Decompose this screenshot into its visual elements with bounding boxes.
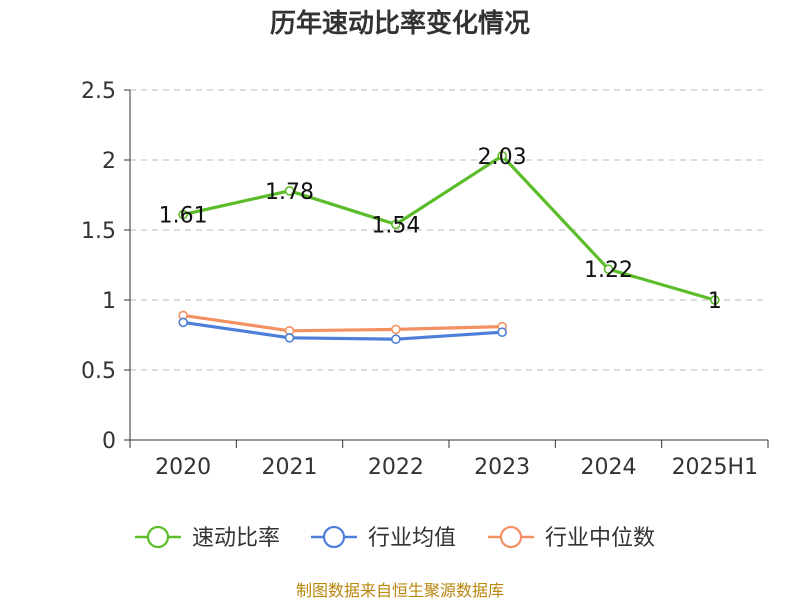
legend-label: 行业均值: [368, 526, 456, 551]
x-tick-label: 2021: [262, 455, 318, 480]
x-tick-label: 2020: [155, 455, 211, 480]
data-point: [391, 219, 401, 230]
data-label: 1.22: [584, 258, 633, 283]
axes: 0 0.5 1 1.5 2 2.5 2020 2021 2022 2023 2024 2025H1: [81, 79, 769, 480]
data-point: [284, 332, 295, 343]
legend-item[interactable]: 速动比率: [135, 525, 280, 551]
x-tick-label: 2024: [581, 455, 637, 480]
data-label: 1.61: [159, 204, 208, 229]
data-point: [497, 151, 507, 161]
data-point: [178, 209, 188, 220]
y-tick-label: 1.5: [81, 219, 116, 244]
y-tick-label: 0: [102, 429, 116, 454]
legend-label: 速动比率: [192, 526, 280, 551]
y-tick-label: 2: [102, 149, 116, 174]
series-line-0: [182, 154, 716, 302]
data-point: [497, 327, 507, 338]
data-point: [284, 186, 295, 196]
y-tick-label: 0.5: [81, 359, 116, 384]
x-tick-label: 2023: [474, 455, 530, 480]
series-line-1: [182, 320, 503, 341]
series-line-2: [182, 313, 503, 333]
legend-label: 行业中位数: [545, 526, 655, 551]
gridlines: [130, 89, 768, 371]
legend-marker-icon: [322, 525, 346, 549]
x-tick-label: 2025H1: [672, 455, 759, 480]
data-point: [710, 295, 720, 305]
legend-item[interactable]: 行业中位数: [488, 525, 655, 551]
data-label: 2.03: [478, 145, 527, 170]
legend[interactable]: 速动比率 行业均值 行业中位数: [135, 525, 655, 551]
data-point: [603, 264, 614, 275]
y-tick-label: 2.5: [81, 79, 116, 104]
legend-marker-icon: [499, 525, 523, 549]
chart-title: 历年速动比率变化情况: [270, 8, 530, 39]
data-point: [391, 334, 401, 345]
y-tick-label: 1: [102, 289, 116, 314]
legend-marker-icon: [146, 525, 170, 549]
data-label: 1.54: [371, 213, 420, 238]
data-label: 1: [708, 289, 722, 314]
x-tick-label: 2022: [368, 455, 424, 480]
source-note: 制图数据来自恒生聚源数据库: [296, 581, 504, 600]
data-point: [178, 317, 188, 328]
data-point: [391, 324, 401, 335]
data-label: 1.78: [265, 180, 314, 205]
legend-item[interactable]: 行业均值: [311, 525, 456, 551]
series-group: 1.61 1.78 1.54 2.03 1.22 1: [159, 145, 722, 345]
